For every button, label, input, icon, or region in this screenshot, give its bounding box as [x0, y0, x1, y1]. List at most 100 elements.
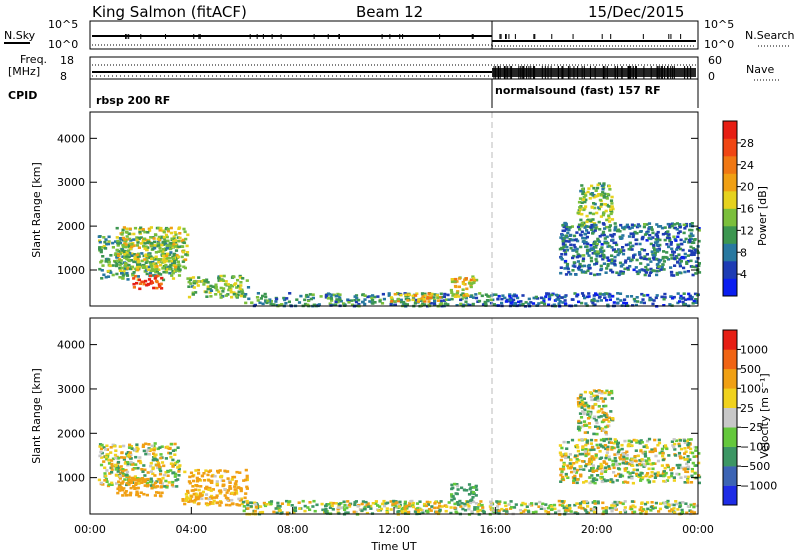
data-cell	[434, 500, 438, 504]
data-cell	[565, 236, 569, 239]
data-cell	[667, 476, 671, 479]
data-cell	[154, 275, 158, 278]
data-cell	[394, 502, 398, 505]
data-cell	[115, 262, 119, 266]
data-cell	[153, 457, 157, 461]
data-cell	[578, 265, 582, 268]
data-cell	[168, 267, 172, 271]
data-cell	[568, 504, 572, 507]
data-cell	[593, 263, 597, 266]
data-cell	[117, 480, 121, 483]
data-cell	[593, 273, 597, 277]
data-cell	[504, 504, 508, 508]
data-cell	[573, 246, 577, 249]
data-cell	[635, 463, 639, 467]
data-cell	[127, 454, 131, 457]
data-cell	[149, 262, 153, 266]
data-cell	[226, 489, 231, 492]
data-cell	[572, 462, 576, 465]
data-cell	[135, 255, 139, 259]
data-cell	[559, 266, 563, 269]
data-cell	[587, 187, 591, 190]
data-cell	[100, 443, 104, 447]
data-cell	[695, 504, 699, 508]
data-cell	[606, 263, 610, 266]
data-cell	[194, 488, 198, 491]
data-cell	[690, 251, 694, 254]
data-cell	[570, 225, 574, 228]
data-cell	[164, 256, 168, 260]
data-cell	[606, 192, 610, 196]
data-cell	[623, 261, 628, 264]
data-cell	[560, 233, 565, 237]
data-cell	[612, 233, 616, 236]
data-cell	[592, 456, 596, 460]
data-cell	[240, 293, 244, 296]
data-cell	[168, 452, 173, 455]
data-cell	[208, 496, 212, 499]
data-cell	[393, 303, 397, 307]
data-cell	[158, 246, 162, 250]
data-cell	[596, 500, 600, 503]
data-cell	[206, 281, 210, 284]
data-cell	[657, 269, 661, 273]
data-cell	[111, 241, 115, 245]
data-cell	[672, 479, 676, 482]
data-cell	[125, 227, 129, 231]
data-cell	[635, 472, 639, 476]
data-cell	[594, 418, 598, 422]
data-cell	[679, 456, 683, 460]
data-cell	[158, 472, 163, 476]
data-cell	[393, 292, 397, 296]
data-cell	[681, 456, 686, 460]
data-cell	[679, 476, 683, 479]
data-cell	[641, 463, 646, 466]
data-cell	[135, 244, 140, 247]
data-cell	[433, 293, 437, 296]
data-cell	[589, 192, 593, 196]
data-cell	[400, 511, 404, 514]
data-cell	[619, 473, 623, 477]
data-cell	[588, 426, 592, 429]
data-cell	[582, 223, 586, 226]
data-cell	[619, 223, 623, 227]
data-cell	[226, 470, 230, 473]
data-cell	[144, 450, 148, 453]
data-cell	[624, 259, 628, 262]
data-cell	[584, 443, 588, 447]
data-cell	[690, 467, 694, 471]
data-cell	[127, 263, 131, 267]
data-cell	[595, 469, 599, 472]
data-cell	[146, 231, 150, 234]
data-cell	[601, 232, 605, 235]
data-cell	[259, 511, 263, 514]
data-cell	[640, 236, 645, 240]
data-cell	[650, 448, 654, 451]
data-cell	[666, 464, 670, 467]
data-cell	[233, 283, 237, 286]
data-cell	[439, 292, 443, 296]
data-cell	[152, 237, 156, 240]
colorbar-swatch	[723, 466, 737, 486]
data-cell	[158, 258, 162, 261]
data-cell	[106, 242, 111, 246]
data-cell	[165, 445, 169, 449]
data-cell	[685, 511, 689, 515]
data-cell	[581, 240, 585, 243]
data-cell	[232, 291, 236, 294]
data-cell	[530, 502, 534, 505]
data-cell	[159, 485, 163, 488]
data-cell	[617, 450, 621, 454]
data-cell	[505, 510, 509, 513]
data-cell	[153, 244, 157, 247]
data-cell	[153, 442, 157, 445]
data-cell	[578, 465, 582, 468]
data-cell	[672, 250, 676, 254]
data-cell	[467, 493, 472, 496]
data-cell	[173, 448, 177, 452]
data-cell	[132, 286, 136, 289]
data-cell	[591, 466, 595, 470]
data-cell	[589, 272, 593, 275]
data-cell	[436, 299, 441, 302]
data-cell	[616, 442, 620, 446]
